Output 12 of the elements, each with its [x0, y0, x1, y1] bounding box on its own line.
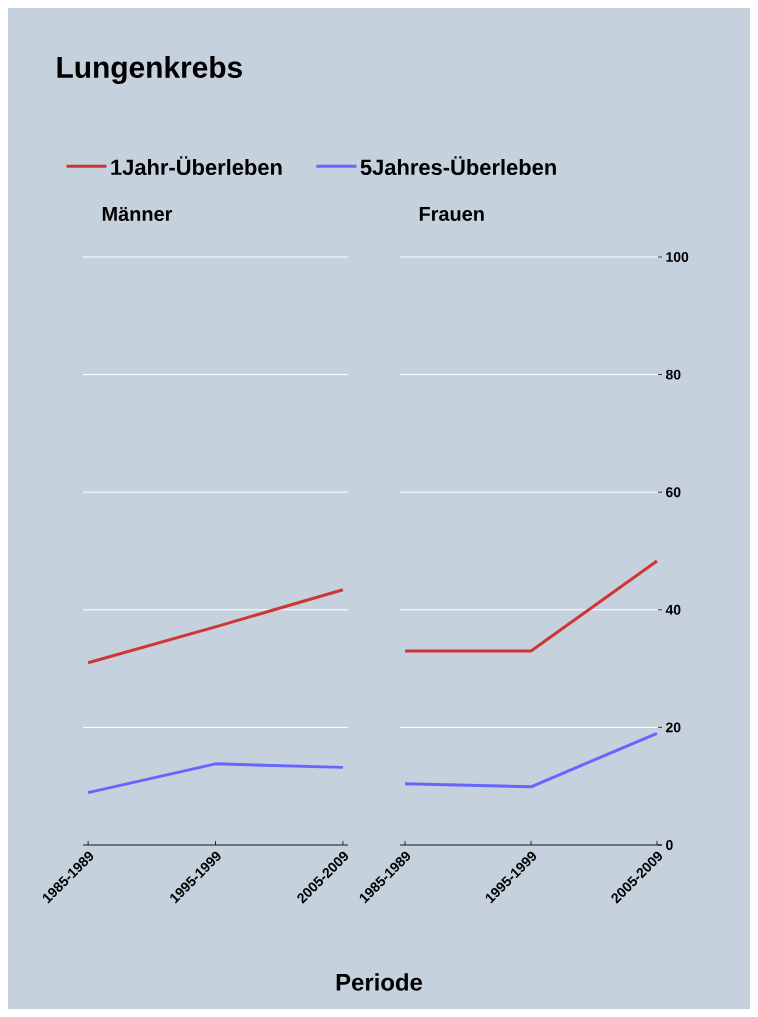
legend-label: 1Jahr-Überleben	[111, 156, 282, 176]
y-tick-label: 0	[666, 840, 673, 850]
y-tick-label: 100	[666, 252, 689, 262]
y-tick-label: 80	[665, 369, 681, 380]
y-tick-label: 40	[665, 604, 681, 615]
chart-title: Lungenkrebs	[57, 56, 242, 84]
chart-subtitle: Frauen	[419, 207, 484, 221]
chart-subtitle: Männer	[102, 207, 173, 221]
y-tick-label: 60	[666, 487, 681, 498]
y-tick-label: 20	[666, 722, 681, 733]
legend-label: 5Jahres-Überleben	[360, 156, 556, 176]
x-axis-title: Periode	[336, 973, 423, 991]
